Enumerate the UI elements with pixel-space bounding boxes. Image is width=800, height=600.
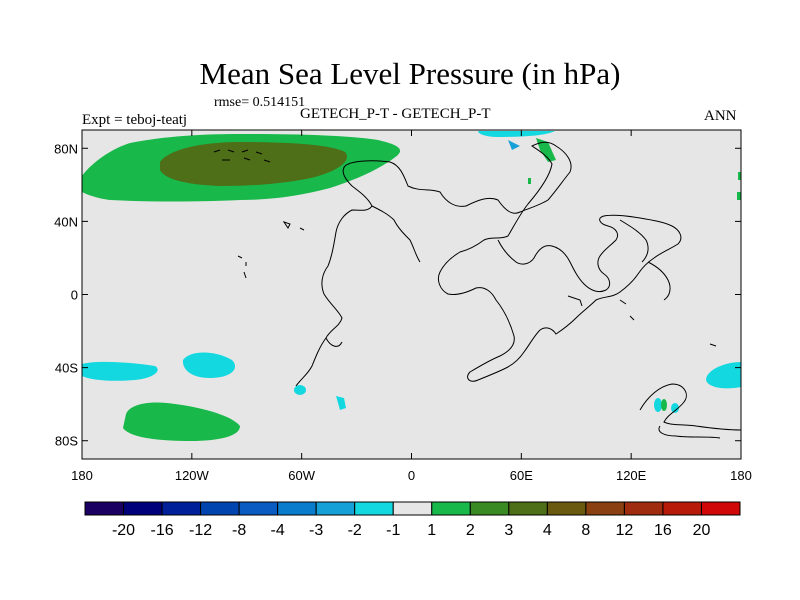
colorbar-swatch [623, 501, 664, 516]
coastline-western-landmass [321, 165, 373, 347]
north-pacific-anomaly-inner [160, 142, 347, 186]
small-positive-anomaly [528, 178, 531, 184]
coastline-small-island-3 [237, 255, 247, 279]
colorbar-label: -1 [386, 522, 400, 539]
comparison-label: GETECH_P-T - GETECH_P-T [300, 106, 491, 122]
colorbar-swatch [315, 501, 356, 516]
coastline-arctic-islands [213, 149, 271, 163]
figure-title: Mean Sea Level Pressure (in hPa) [199, 56, 621, 91]
x-tick-label: 0 [408, 468, 415, 483]
colorbar-swatch [431, 501, 471, 516]
season-label: ANN [704, 108, 737, 124]
coastline-small-island-2 [299, 227, 305, 231]
colorbar-swatch [508, 501, 548, 516]
colorbar-swatch [585, 501, 625, 516]
coastline-east-pacific-island [709, 343, 717, 347]
coastline-southwest [295, 337, 327, 387]
colorbar-label: -16 [150, 522, 173, 539]
colorbar-label: -4 [271, 522, 285, 539]
south-pacific-negative-anomaly-east [182, 352, 236, 378]
arctic-negative-anomaly-small [508, 140, 520, 150]
south-atlantic-negative-anomaly [336, 396, 346, 410]
antarctic-negative-anomaly [654, 398, 662, 412]
colorbar-swatch [662, 501, 702, 516]
south-pacific-anomaly [123, 402, 240, 441]
colorbar-label: 20 [693, 522, 711, 539]
coastline-small-island-1 [282, 221, 291, 229]
colorbar-swatch [700, 501, 741, 516]
x-tick-label: 180 [730, 468, 752, 483]
x-axis: 180 120W 60W 0 60E 120E 180 [71, 130, 752, 483]
colorbar-swatch [546, 501, 587, 516]
atlantic-negative-anomaly [294, 385, 306, 395]
colorbar-swatch [161, 501, 202, 516]
colorbar-swatch [392, 501, 433, 516]
antarctic-negative-anomaly-2 [671, 403, 679, 413]
coastline-southeast-bay [619, 219, 649, 263]
colorbar-label: 16 [654, 522, 672, 539]
x-tick-label: 120E [616, 468, 647, 483]
colorbar-label: -12 [189, 522, 212, 539]
colorbar-label: 1 [427, 522, 436, 539]
colorbar-swatch [238, 501, 279, 516]
arctic-positive-anomaly-small [536, 138, 556, 162]
colorbar-label: 12 [616, 522, 634, 539]
south-pacific-negative-anomaly-west [82, 361, 158, 381]
y-tick-label: 80N [54, 141, 78, 156]
y-tick-label: 40S [55, 361, 78, 376]
antarctic-positive-anomaly [661, 399, 667, 411]
colorbar-label: 3 [504, 522, 513, 539]
coastlines [213, 141, 742, 439]
x-tick-label: 60E [510, 468, 533, 483]
anomaly-fields [82, 131, 741, 441]
colorbar-swatch [200, 501, 240, 516]
coastline-east-ridge [647, 261, 671, 301]
coastline-small-island-4 [567, 295, 583, 307]
colorbar-swatch [469, 501, 510, 516]
arctic-negative-anomaly [478, 131, 555, 137]
x-tick-label: 120W [175, 468, 210, 483]
colorbar-label: 8 [581, 522, 590, 539]
x-tick-label: 180 [71, 468, 93, 483]
coastline-small-island-5 [619, 299, 635, 321]
colorbar-swatch [277, 501, 317, 516]
y-tick-label: 0 [71, 288, 78, 303]
colorbar-swatch [123, 501, 163, 516]
y-tick-label: 80S [55, 434, 78, 449]
y-tick-label: 40N [54, 214, 78, 229]
colorbar-label: -3 [309, 522, 323, 539]
rmse-value: rmse= 0.514151 [214, 95, 306, 110]
coastline-north-bay [371, 205, 421, 263]
east-pacific-negative-anomaly [706, 362, 741, 389]
colorbar-label: -20 [112, 522, 135, 539]
small-positive-anomaly-east-edge-2 [737, 192, 741, 200]
coastline-antarctic-shelf [658, 425, 721, 439]
coastline-main-continent [344, 141, 682, 382]
small-positive-anomaly-east-edge [738, 172, 741, 180]
colorbar-label: -2 [348, 522, 362, 539]
colorbar-swatch [84, 501, 125, 516]
colorbar: -20 -16 -12 -8 -4 -3 -2 -1 1 2 3 4 8 12 16 20 [84, 501, 741, 539]
x-tick-label: 60W [288, 468, 315, 483]
colorbar-swatch [354, 501, 394, 516]
colorbar-label: 2 [466, 522, 475, 539]
experiment-label: Expt = teboj-teatj [82, 112, 188, 128]
y-axis: 80N 40N 0 40S 80S [54, 141, 741, 449]
coastline-antarctica [639, 383, 742, 431]
colorbar-label: 4 [543, 522, 552, 539]
colorbar-label: -8 [232, 522, 246, 539]
